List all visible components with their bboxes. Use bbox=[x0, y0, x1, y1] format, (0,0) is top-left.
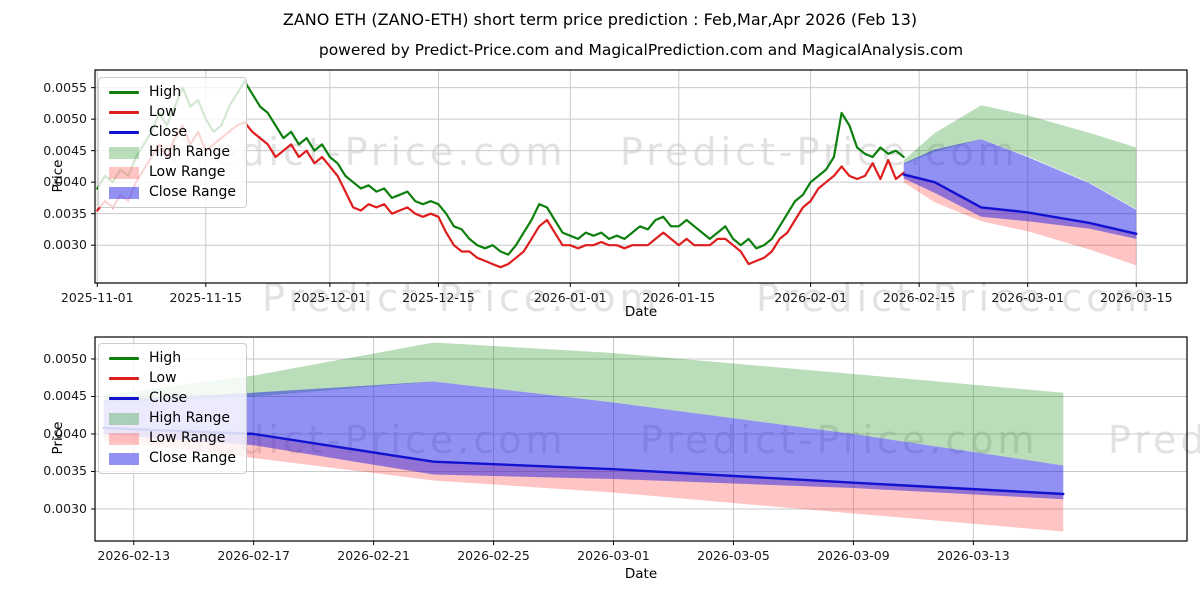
bottom-chart-plot-border bbox=[94, 336, 1188, 542]
legend-swatch-high-range bbox=[109, 412, 139, 425]
bottom-chart-y-tick-label: 0.0030 bbox=[43, 500, 87, 516]
bottom-chart-x-tick-label: 2026-03-01 bbox=[577, 548, 650, 563]
bottom-chart-high-range-band bbox=[103, 342, 1064, 466]
legend-item-close-range: Close Range bbox=[109, 184, 236, 201]
bottom-chart-x-tick-label: 2026-02-21 bbox=[337, 548, 410, 563]
top-chart-x-tick-label: 2026-02-15 bbox=[882, 290, 956, 305]
legend-swatch-low bbox=[109, 111, 139, 114]
legend-item-low-range: Low Range bbox=[109, 164, 236, 181]
legend-swatch-high-range bbox=[109, 146, 139, 159]
top-chart-x-axis-title: Date bbox=[624, 304, 658, 320]
legend-item-high: High bbox=[109, 350, 236, 367]
top-chart-y-axis-title: Price bbox=[50, 159, 66, 192]
legend-label: Close Range bbox=[149, 450, 236, 466]
bottom-chart-y-tick-label: 0.0050 bbox=[43, 350, 87, 366]
watermark-text: Predict-Price.com bbox=[1108, 418, 1200, 462]
bottom-chart-x-tick-label: 2026-02-13 bbox=[97, 548, 171, 563]
legend-item-close: Close bbox=[109, 390, 236, 407]
bottom-chart-x-tick-label: 2026-03-09 bbox=[817, 548, 890, 563]
watermark-text: Predict-Price.com bbox=[620, 130, 1019, 174]
legend-label: High bbox=[149, 84, 182, 100]
top-chart-x-tick-label: 2025-12-01 bbox=[293, 290, 367, 305]
top-chart-x-tick-label: 2025-11-15 bbox=[169, 290, 243, 305]
top-chart-close-line bbox=[902, 173, 1138, 236]
watermark-text: Predict-Price.com bbox=[640, 418, 1039, 462]
bottom-chart-x-axis-title: Date bbox=[624, 566, 658, 582]
top-chart-y-tick-label: 0.0030 bbox=[43, 237, 87, 253]
top-chart-y-tick-label: 0.0035 bbox=[43, 205, 87, 221]
top-chart-x-tick-label: 2026-01-01 bbox=[533, 290, 607, 305]
legend-label: Low Range bbox=[149, 164, 226, 180]
legend-item-low-range: Low Range bbox=[109, 430, 236, 447]
top-chart-x-tick-label: 2026-02-01 bbox=[774, 290, 847, 305]
legend-item-low: Low bbox=[109, 370, 236, 387]
figure-subtitle: powered by Predict-Price.com and Magical… bbox=[318, 41, 964, 59]
bottom-chart-y-tick-label: 0.0040 bbox=[43, 425, 87, 441]
bottom-chart-legend: High Low Close High Range Low Range Close Ran… bbox=[98, 343, 247, 474]
legend-item-low: Low bbox=[109, 104, 236, 121]
bottom-chart-y-axis-title: Price bbox=[50, 421, 66, 455]
bottom-chart-x-tick-label: 2026-03-13 bbox=[937, 548, 1010, 563]
legend-label: Close bbox=[149, 124, 188, 140]
legend-swatch-close bbox=[109, 131, 139, 134]
legend-label: Low Range bbox=[149, 430, 226, 446]
legend-item-high: High bbox=[109, 84, 236, 101]
legend-label: High Range bbox=[149, 144, 230, 160]
legend-label: Close Range bbox=[149, 184, 236, 200]
legend-swatch-close-range bbox=[109, 452, 139, 465]
bottom-chart-y-tick-label: 0.0045 bbox=[43, 388, 87, 404]
legend-swatch-high bbox=[109, 91, 139, 94]
top-chart-high-range-band bbox=[903, 105, 1137, 210]
legend-swatch-low-range bbox=[109, 432, 139, 445]
legend-label: Close bbox=[149, 390, 188, 406]
legend-swatch-close-range bbox=[109, 186, 139, 199]
legend-label: High bbox=[149, 350, 182, 366]
bottom-chart-x-tick-label: 2026-02-25 bbox=[457, 548, 530, 563]
bottom-chart-y-tick-label: 0.0035 bbox=[43, 463, 87, 479]
top-chart-y-tick-label: 0.0040 bbox=[43, 174, 87, 190]
legend-item-close-range: Close Range bbox=[109, 450, 236, 467]
legend-label: Low bbox=[149, 104, 177, 120]
legend-swatch-low-range bbox=[109, 166, 139, 179]
bottom-chart-x-tick-label: 2026-02-17 bbox=[217, 548, 290, 563]
top-chart-y-tick-label: 0.0045 bbox=[43, 142, 87, 158]
bottom-chart-close-range-band bbox=[103, 381, 1064, 500]
figure-title: ZANO ETH (ZANO-ETH) short term price pre… bbox=[282, 10, 918, 29]
legend-item-high-range: High Range bbox=[109, 410, 236, 427]
bottom-chart-low-range-band bbox=[103, 429, 1064, 532]
top-chart-plot-border bbox=[94, 69, 1188, 284]
legend-item-high-range: High Range bbox=[109, 144, 236, 161]
legend-swatch-low bbox=[109, 377, 139, 380]
legend-swatch-high bbox=[109, 357, 139, 360]
top-chart-legend: High Low Close High Range Low Range Close Ran… bbox=[98, 77, 247, 208]
legend-label: High Range bbox=[149, 410, 230, 426]
bottom-chart-x-tick-label: 2026-03-05 bbox=[697, 548, 770, 563]
legend-swatch-close bbox=[109, 397, 139, 400]
top-chart-low-range-band bbox=[903, 173, 1137, 266]
top-chart-y-tick-label: 0.0050 bbox=[43, 111, 87, 127]
top-chart-x-tick-label: 2025-12-15 bbox=[402, 290, 475, 305]
legend-label: Low bbox=[149, 370, 177, 386]
top-chart-x-tick-label: 2025-11-01 bbox=[60, 290, 134, 305]
top-chart-x-tick-label: 2026-03-01 bbox=[991, 290, 1065, 305]
top-chart-x-tick-label: 2026-03-15 bbox=[1099, 290, 1173, 305]
top-chart-close-range-band bbox=[903, 139, 1137, 239]
top-chart-x-tick-label: 2026-01-15 bbox=[642, 290, 716, 305]
legend-item-close: Close bbox=[109, 124, 236, 141]
top-chart-y-tick-label: 0.0055 bbox=[43, 79, 87, 95]
